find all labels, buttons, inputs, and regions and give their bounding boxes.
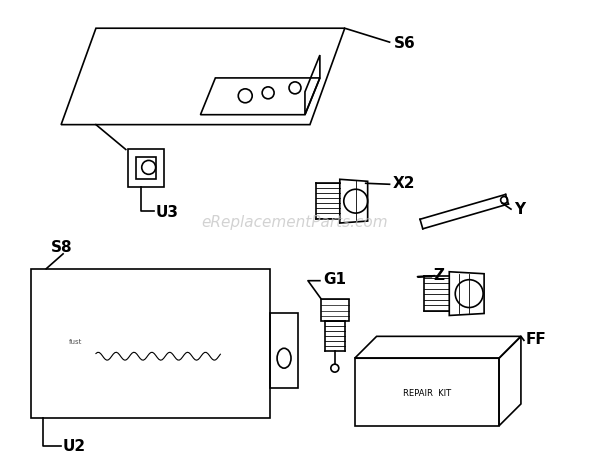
Bar: [355, 358, 499, 426]
Text: G1: G1: [323, 272, 346, 286]
Text: REPAIR  KIT: REPAIR KIT: [403, 388, 451, 397]
Text: FF: FF: [526, 331, 547, 346]
Text: X2: X2: [392, 175, 415, 190]
Bar: [31, 269, 270, 418]
Text: U2: U2: [63, 438, 86, 453]
Text: U3: U3: [156, 204, 179, 219]
Text: S6: S6: [394, 35, 415, 50]
Bar: [270, 314, 298, 388]
Text: eReplacementParts.com: eReplacementParts.com: [202, 214, 388, 229]
Text: S8: S8: [51, 240, 73, 255]
Text: Z: Z: [433, 268, 444, 283]
Text: fust: fust: [69, 339, 83, 345]
Text: Y: Y: [514, 201, 525, 216]
